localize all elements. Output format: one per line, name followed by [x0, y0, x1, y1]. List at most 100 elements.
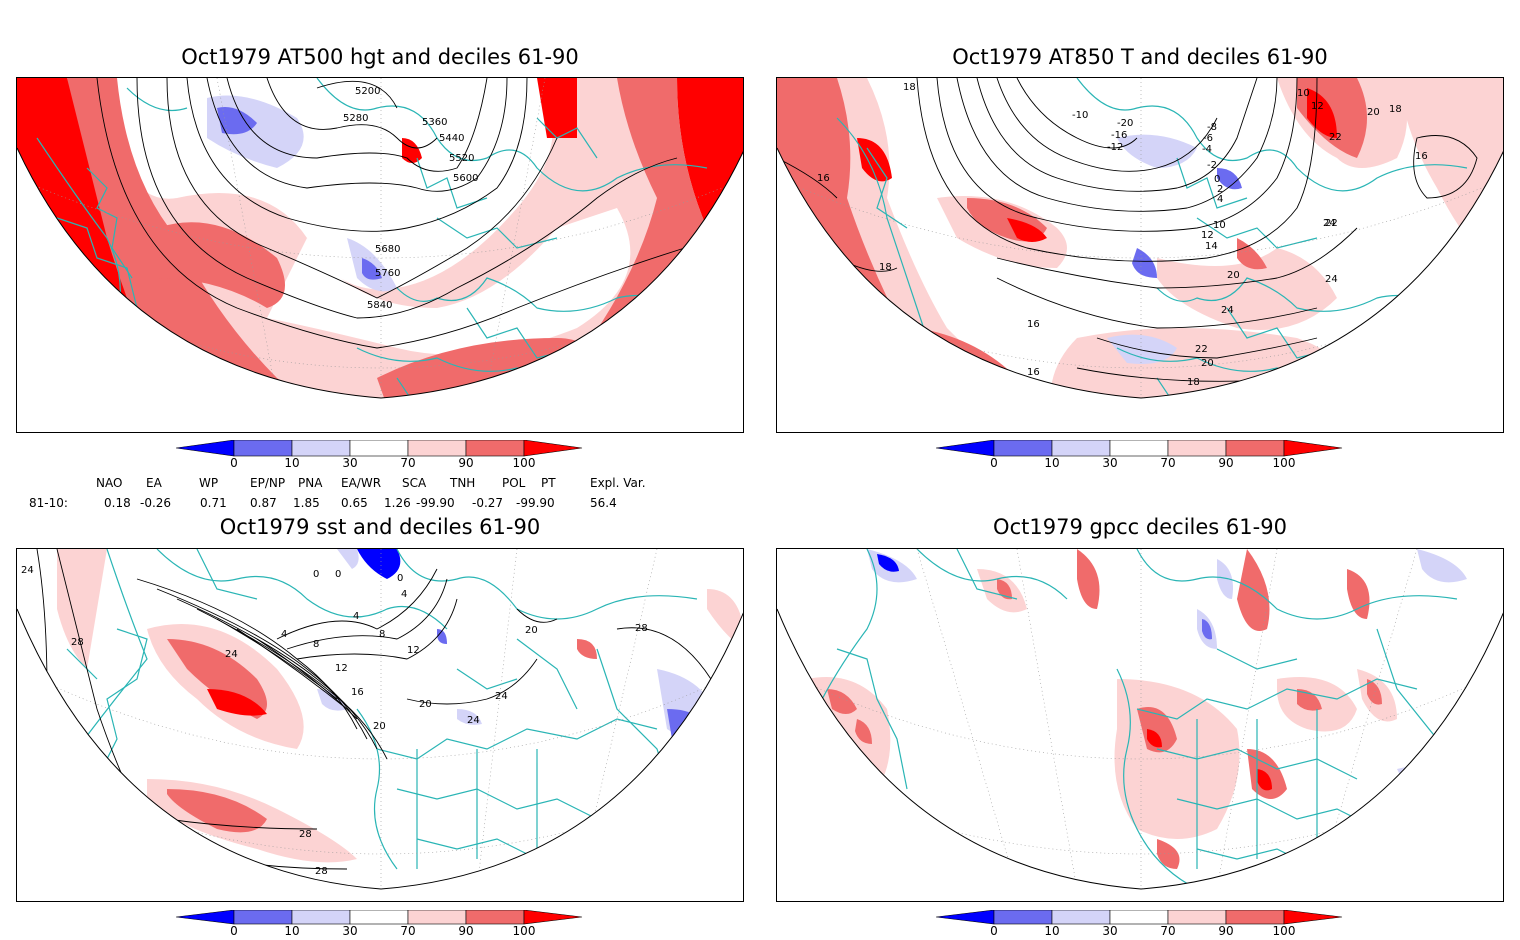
- tc-value: 56.4: [590, 496, 617, 510]
- colorbar-hgt500: 0 10 30 70 90 100: [175, 439, 586, 476]
- colorbar-swatch: [233, 909, 293, 925]
- colorbar-swatch: [1051, 439, 1111, 457]
- colorbar-tick: 10: [1044, 456, 1060, 470]
- contour-label: -6: [1203, 133, 1213, 144]
- contour-label: 28: [635, 623, 648, 634]
- tc-value: -0.27: [472, 496, 504, 510]
- tc-value: -0.26: [140, 496, 172, 510]
- colorbar-tick: 10: [284, 456, 300, 470]
- colorbar-tick: 70: [1160, 924, 1176, 938]
- contour-label: 14: [1205, 241, 1218, 252]
- contour-label: -4: [1202, 144, 1212, 155]
- contour-label: 18: [879, 262, 892, 273]
- contour-label: -10: [1072, 110, 1088, 121]
- colorbar-tick: 10: [1044, 924, 1060, 938]
- tc-header: PT: [541, 476, 556, 490]
- colorbar-swatch: [291, 439, 351, 457]
- contour-label: 12: [335, 663, 348, 674]
- contour-label: 16: [817, 173, 830, 184]
- colorbar-swatch: [465, 439, 525, 457]
- colorbar-arrow-high: [523, 439, 583, 457]
- contour-label: -8: [1207, 122, 1217, 133]
- contour-label: -12: [1107, 142, 1123, 153]
- contour-label: 2: [1217, 184, 1223, 195]
- contour-label: 0: [313, 569, 319, 580]
- tc-header: TNH: [450, 476, 476, 490]
- contour-label: 20: [1367, 107, 1380, 118]
- contour-label: -2: [1207, 160, 1217, 171]
- colorbar-swatch: [349, 439, 409, 457]
- contour-label: 20: [1227, 270, 1240, 281]
- contour-label: -16: [1111, 130, 1127, 141]
- tc-header: WP: [199, 476, 219, 490]
- colorbar-swatches: [935, 439, 1343, 457]
- colorbar-swatch: [1167, 439, 1227, 457]
- colorbar-swatch: [407, 909, 467, 925]
- colorbar-tick: 0: [230, 456, 238, 470]
- contour-label: 24: [21, 565, 34, 576]
- contour-label: -20: [1117, 118, 1133, 129]
- contour-label: 4: [353, 611, 359, 622]
- colorbar-tick: 0: [990, 924, 998, 938]
- map-sst: 24 28 0 0 0 4 4 8 4 8 12 16 20 20 24 24 …: [17, 549, 743, 890]
- colorbar-tick: 30: [342, 456, 358, 470]
- colorbar-tick: 100: [512, 924, 536, 938]
- tc-value: -99.90: [416, 496, 455, 510]
- contour-label: 18: [903, 82, 916, 93]
- contour-label: 12: [1201, 230, 1214, 241]
- contour-label: 20: [1201, 358, 1214, 369]
- tc-value: 0.87: [250, 496, 277, 510]
- map-hgt500: 5200 5280 5360 5440 5520 5600 5680 5760 …: [17, 78, 743, 399]
- tc-row-label: 81-10:: [29, 496, 68, 510]
- colorbar-swatch: [1225, 909, 1285, 925]
- contour-label: 0: [335, 569, 341, 580]
- teleconnection-table: NAO EA WP EP/NP PNA EA/WR SCA TNH POL PT…: [0, 474, 760, 514]
- tc-value: 0.65: [341, 496, 368, 510]
- colorbar-swatch: [993, 909, 1053, 925]
- tc-header: Expl. Var.: [590, 476, 646, 490]
- contour-label: 5680: [375, 244, 400, 255]
- contour-label: 5520: [449, 153, 474, 164]
- colorbar-swatch: [465, 909, 525, 925]
- colorbar-gpcc: 0 10 30 70 90 100: [935, 909, 1346, 940]
- map-t850: 18 16 18 -10 -20 -16 -12 -8 -6 -4 -2 0 2…: [777, 78, 1503, 399]
- contour-label: 20: [525, 625, 538, 636]
- contour-label: 0: [397, 573, 403, 584]
- map-panel-t850: 18 16 18 -10 -20 -16 -12 -8 -6 -4 -2 0 2…: [776, 77, 1504, 433]
- contour-label: 4: [281, 629, 287, 640]
- contour-label: 4: [1217, 194, 1223, 205]
- contour-label: 20: [419, 699, 432, 710]
- colorbar-swatches: [175, 439, 583, 457]
- tc-value: 0.71: [200, 496, 227, 510]
- colorbar-swatch: [1051, 909, 1111, 925]
- colorbar-arrow-high: [1283, 439, 1343, 457]
- colorbar-swatch: [993, 439, 1053, 457]
- contour-label: 22: [1329, 132, 1342, 143]
- map-panel-gpcc: [776, 548, 1504, 902]
- tc-value: 1.26: [384, 496, 411, 510]
- colorbar-tick: 0: [990, 456, 998, 470]
- map-gpcc: [777, 549, 1503, 890]
- colorbar-tick: 90: [458, 924, 474, 938]
- panel-title-t850: Oct1979 AT850 T and deciles 61-90: [952, 45, 1328, 69]
- contour-label: 5760: [375, 268, 400, 279]
- tc-header: SCA: [402, 476, 427, 490]
- tc-header: PNA: [298, 476, 323, 490]
- map-panel-sst: 24 28 0 0 0 4 4 8 4 8 12 16 20 20 24 24 …: [16, 548, 744, 902]
- tc-header: EA: [146, 476, 162, 490]
- hgt500-contour-labels: 5200 5280 5360 5440 5520 5600 5680 5760 …: [343, 86, 478, 311]
- contour-label: 16: [351, 687, 364, 698]
- contour-label: 18: [1389, 104, 1402, 115]
- colorbar-tick: 30: [1102, 924, 1118, 938]
- colorbar-arrow-low: [935, 909, 995, 925]
- sst-contour-labels: 24 28 0 0 0 4 4 8 4 8 12 16 20 20 24 24 …: [21, 565, 648, 877]
- contour-label: 0: [1214, 174, 1220, 185]
- contour-label: 16: [1027, 319, 1040, 330]
- colorbar-arrow-low: [175, 439, 235, 457]
- tc-header: POL: [502, 476, 526, 490]
- contour-label: 5600: [453, 173, 478, 184]
- tc-header: EA/WR: [341, 476, 382, 490]
- colorbar-tick: 0: [230, 924, 238, 938]
- colorbar-tick: 90: [1218, 924, 1234, 938]
- tc-value: -99.90: [516, 496, 555, 510]
